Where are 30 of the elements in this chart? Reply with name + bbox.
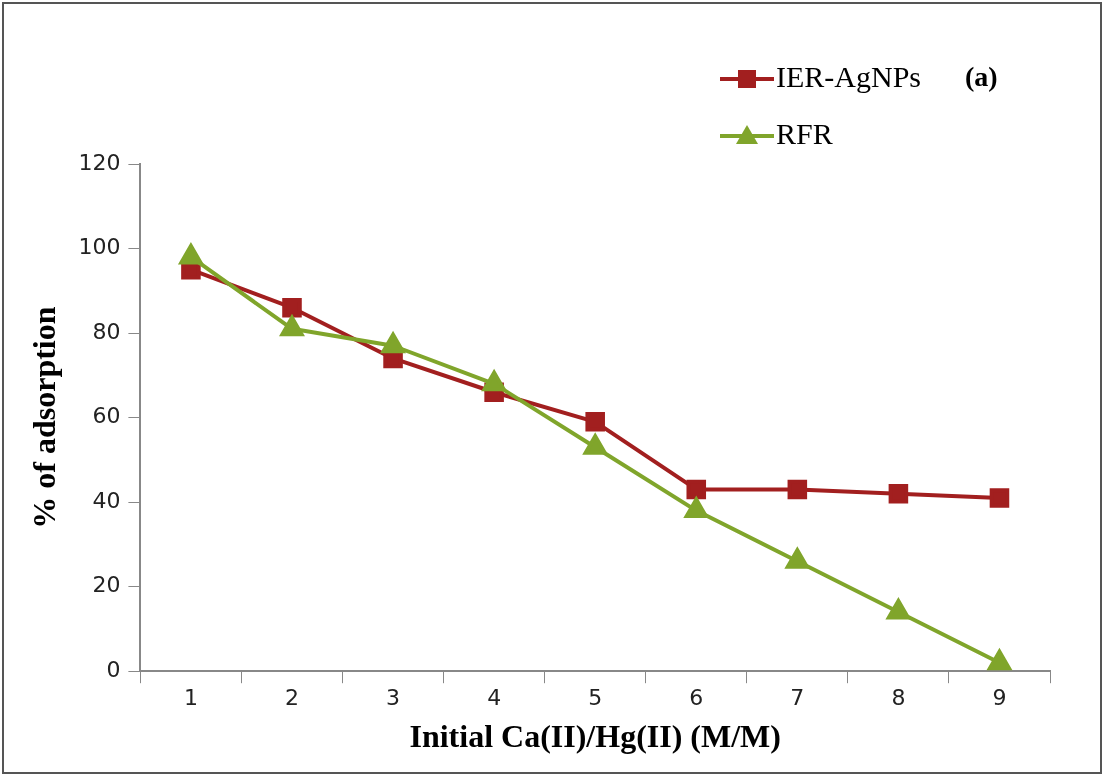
point bbox=[886, 599, 910, 620]
x-tick-label: 6 bbox=[689, 685, 704, 711]
y-tick-label: 60 bbox=[92, 403, 121, 429]
point bbox=[282, 297, 302, 318]
y-tick-label: 80 bbox=[92, 318, 121, 344]
legend-label: RFR bbox=[776, 116, 833, 150]
y-tick-label: 120 bbox=[78, 149, 121, 175]
point bbox=[585, 412, 605, 432]
y-tick-label: 40 bbox=[92, 487, 121, 513]
point bbox=[583, 434, 607, 455]
x-tick-label: 1 bbox=[183, 685, 198, 711]
y-tick-label: 100 bbox=[78, 234, 121, 260]
y-tick-label: 0 bbox=[106, 656, 121, 682]
x-tick-label: 4 bbox=[487, 685, 502, 711]
point bbox=[785, 548, 809, 569]
x-tick-label: 7 bbox=[790, 685, 805, 711]
x-tick-label: 2 bbox=[284, 685, 299, 711]
x-tick-label: 3 bbox=[386, 685, 401, 711]
legend-label: IER-AgNPs bbox=[776, 59, 922, 93]
point bbox=[787, 479, 808, 500]
y-axis-title: % of adsorption bbox=[26, 306, 63, 529]
point bbox=[888, 483, 909, 504]
y-tick-label: 20 bbox=[92, 572, 121, 598]
x-tick-label: 9 bbox=[992, 685, 1007, 711]
x-axis-title: Initial Ca(II)/Hg(II) (M/M) bbox=[409, 718, 781, 755]
point bbox=[686, 479, 707, 500]
point bbox=[989, 488, 1010, 508]
x-tick-label: 8 bbox=[891, 685, 906, 711]
text: (a) bbox=[965, 61, 998, 93]
x-tick-label: 5 bbox=[588, 685, 603, 711]
